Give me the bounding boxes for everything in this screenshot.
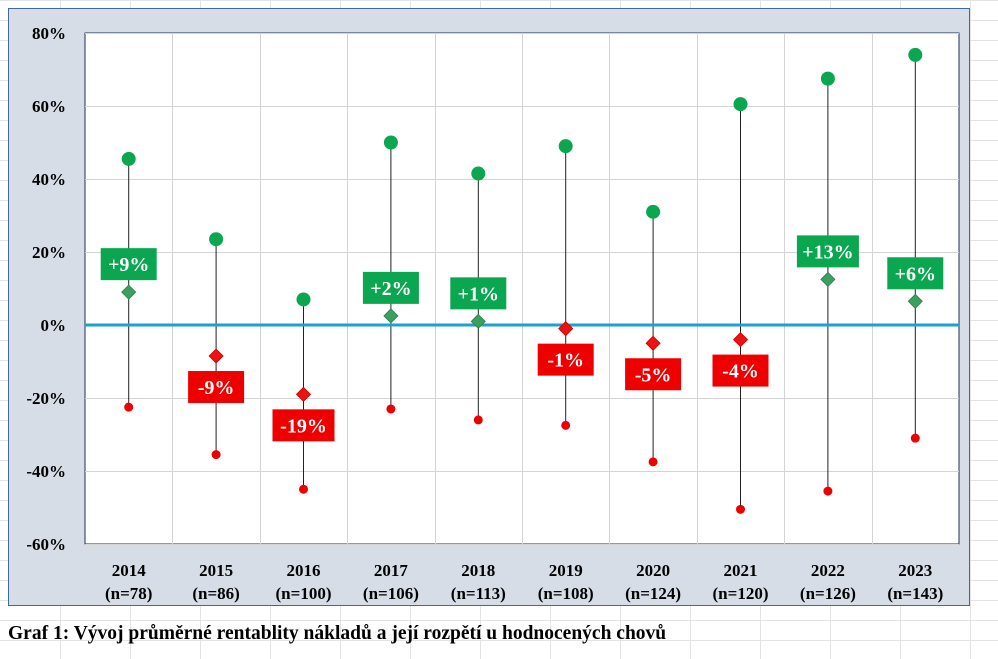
mean-point xyxy=(208,348,224,364)
y-tick-label: -40% xyxy=(26,462,66,481)
x-category-label: 2021 xyxy=(724,561,758,580)
mean-point xyxy=(121,284,137,300)
mean-label: -5% xyxy=(625,358,682,391)
mean-point xyxy=(470,313,486,329)
mean-label-box xyxy=(625,358,682,391)
max-point xyxy=(471,166,486,181)
x-category-label: 2018 xyxy=(461,561,495,580)
y-tick-label: 20% xyxy=(32,243,66,262)
max-point xyxy=(733,97,748,112)
y-tick-label: -20% xyxy=(26,389,66,408)
min-point xyxy=(910,433,920,443)
y-tick-label: 0% xyxy=(41,316,67,335)
max-point xyxy=(209,232,224,247)
mean-labels: +9% -9% -19% +2% +1% -1% -5% -4% +13% +6% xyxy=(100,235,944,442)
mean-label: +6% xyxy=(887,257,944,290)
min-point xyxy=(561,420,571,430)
mean-label-text: +9% xyxy=(108,254,149,276)
mean-label: +9% xyxy=(100,248,157,281)
x-category-label: 2022 xyxy=(811,561,845,580)
mean-label-box xyxy=(796,235,859,268)
mean-point xyxy=(645,335,661,351)
y-tick-label: 60% xyxy=(32,97,66,116)
x-category-label: 2020 xyxy=(636,561,670,580)
mean-label-text: -4% xyxy=(722,361,759,383)
mean-point xyxy=(907,293,923,309)
x-count-label: (n=108) xyxy=(538,584,594,603)
x-count-label: (n=100) xyxy=(276,584,332,603)
mean-point xyxy=(820,271,836,287)
min-point xyxy=(736,504,745,514)
mean-point xyxy=(295,386,312,402)
markers xyxy=(121,47,923,514)
x-category-label: 2017 xyxy=(374,561,409,580)
x-category-label: 2014 xyxy=(112,561,147,580)
mean-label: +2% xyxy=(362,271,419,304)
mean-label-text: +1% xyxy=(458,283,499,305)
mean-label: +13% xyxy=(796,235,859,268)
x-category-label: 2023 xyxy=(898,561,932,580)
mean-label-box xyxy=(450,277,507,310)
mean-label-text: -1% xyxy=(547,350,584,372)
max-point xyxy=(820,71,835,86)
x-count-label: (n=106) xyxy=(363,584,419,603)
mean-label-box xyxy=(100,248,157,281)
mean-label-text: +6% xyxy=(895,263,936,285)
chart-caption: Graf 1: Vývoj průměrné rentablity náklad… xyxy=(8,623,667,644)
mean-label-box xyxy=(712,354,769,387)
x-category-label: 2016 xyxy=(287,561,321,580)
mean-label-box xyxy=(272,409,335,442)
max-point xyxy=(296,292,311,307)
mean-label-text: +13% xyxy=(802,241,853,263)
mean-label-text: +2% xyxy=(370,278,411,300)
x-count-label: (n=126) xyxy=(800,584,856,603)
max-point xyxy=(908,47,923,62)
max-point xyxy=(383,135,398,150)
y-tick-label: 40% xyxy=(32,170,66,189)
min-point xyxy=(648,457,658,467)
mean-label: -1% xyxy=(537,343,594,376)
x-count-label: (n=78) xyxy=(105,584,152,603)
x-count-label: (n=120) xyxy=(713,584,769,603)
mean-label: +1% xyxy=(450,277,507,310)
axis-labels: -60% -40% -20% 0% 20% 40% 60% 80% 2014 (n=78) 2015… xyxy=(26,24,943,603)
x-count-label: (n=86) xyxy=(192,584,239,603)
x-count-label: (n=124) xyxy=(625,584,681,603)
min-point xyxy=(299,484,308,494)
x-count-label: (n=113) xyxy=(451,584,506,603)
mean-label: -19% xyxy=(272,409,335,442)
y-tick-label: -60% xyxy=(26,535,66,554)
max-point xyxy=(121,151,136,166)
min-point xyxy=(211,450,221,460)
x-category-label: 2015 xyxy=(199,561,233,580)
min-point xyxy=(473,415,483,425)
y-tick-label: 80% xyxy=(32,24,66,43)
min-point xyxy=(823,486,833,496)
mean-point xyxy=(558,321,574,337)
mean-point xyxy=(383,308,399,324)
mean-label-text: -19% xyxy=(280,415,327,437)
mean-label: -4% xyxy=(712,354,769,387)
mean-label-box xyxy=(887,257,944,290)
x-category-label: 2019 xyxy=(549,561,583,580)
max-point xyxy=(558,139,573,154)
min-point xyxy=(386,404,396,414)
x-count-label: (n=143) xyxy=(887,584,943,603)
mean-point xyxy=(732,332,749,348)
min-point xyxy=(124,402,134,412)
max-point xyxy=(646,204,661,219)
mean-label-text: -9% xyxy=(198,377,235,399)
mean-label-text: -5% xyxy=(635,364,672,386)
mean-label-box xyxy=(362,271,419,304)
mean-label-box xyxy=(188,371,245,404)
mean-label-box xyxy=(537,343,594,376)
mean-label: -9% xyxy=(188,371,245,404)
